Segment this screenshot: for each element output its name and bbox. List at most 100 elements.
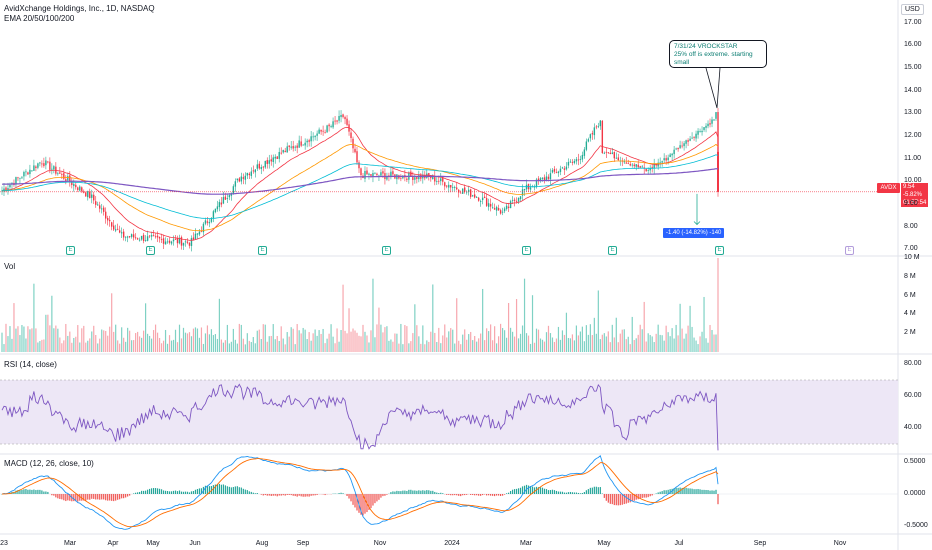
candle-body xyxy=(136,238,139,240)
volume-bar xyxy=(282,338,284,352)
candle-body xyxy=(43,163,45,167)
macd-histogram-bar xyxy=(240,487,242,494)
candle-body xyxy=(154,236,157,238)
volume-bar xyxy=(436,342,438,352)
candle-body xyxy=(35,166,37,169)
candle-body xyxy=(188,242,191,246)
x-axis-label: Mar xyxy=(519,540,533,547)
volume-bar xyxy=(254,343,256,352)
earnings-marker[interactable]: E xyxy=(522,246,531,255)
volume-bar xyxy=(59,337,61,352)
volume-bar xyxy=(306,339,308,352)
candle-body xyxy=(222,197,225,204)
macd-histogram-bar xyxy=(474,494,476,496)
macd-histogram-bar xyxy=(418,490,420,494)
macd-histogram-bar xyxy=(609,494,611,504)
macd-histogram-bar xyxy=(480,494,482,496)
macd-histogram-bar xyxy=(174,490,177,494)
earnings-marker[interactable]: E xyxy=(66,246,75,255)
macd-histogram-bar xyxy=(458,494,460,496)
rsi-pane-label: RSI (14, close) xyxy=(4,360,57,369)
volume-bar xyxy=(83,325,85,352)
candle-body xyxy=(515,201,518,202)
volume-bar xyxy=(557,326,560,352)
volume-bar xyxy=(691,326,693,352)
macd-histogram-bar xyxy=(156,488,159,494)
price-change: -5.82% xyxy=(903,192,923,198)
candle-body xyxy=(67,176,69,181)
volume-bar xyxy=(569,338,572,352)
volume-bar xyxy=(310,340,312,352)
macd-histogram-bar xyxy=(707,490,709,494)
macd-histogram-bar xyxy=(673,488,675,494)
candle-body xyxy=(59,172,61,174)
macd-histogram-bar xyxy=(569,491,572,494)
macd-histogram-bar xyxy=(246,490,248,494)
macd-histogram-bar xyxy=(398,491,400,494)
volume-bar xyxy=(587,334,589,352)
candle-body xyxy=(282,150,284,153)
currency-button[interactable]: USD xyxy=(901,4,924,15)
candle-body xyxy=(440,178,442,182)
volume-bar xyxy=(515,299,518,352)
earnings-marker[interactable]: E xyxy=(715,246,724,255)
candle-body xyxy=(581,154,584,160)
volume-bar xyxy=(661,335,663,352)
volume-bar xyxy=(196,328,199,352)
earnings-marker[interactable]: E xyxy=(258,246,267,255)
volume-bar xyxy=(366,335,368,352)
macd-histogram-bar xyxy=(45,491,47,494)
macd-histogram-bar xyxy=(282,494,284,496)
macd-histogram-bar xyxy=(81,494,83,501)
macd-histogram-bar xyxy=(583,492,585,494)
volume-bar xyxy=(123,337,125,352)
earnings-marker[interactable]: E xyxy=(845,246,854,255)
macd-histogram-bar xyxy=(575,492,577,494)
volume-bar xyxy=(448,331,450,352)
earnings-marker[interactable]: E xyxy=(608,246,617,255)
volume-bar xyxy=(663,340,665,352)
candle-body xyxy=(356,151,358,163)
volume-bar xyxy=(649,334,651,352)
candle-body xyxy=(330,126,332,128)
volume-bar xyxy=(579,331,581,352)
macd-histogram-bar xyxy=(214,484,217,494)
macd-histogram-bar xyxy=(362,494,364,516)
chart-title: AvidXchange Holdings, Inc., 1D, NASDAQ xyxy=(4,4,155,13)
earnings-marker[interactable]: E xyxy=(146,246,155,255)
candle-body xyxy=(667,157,669,161)
macd-histogram-bar xyxy=(338,493,340,494)
volume-bar xyxy=(577,335,579,352)
volume-bar xyxy=(629,344,631,352)
candle-body xyxy=(204,220,207,224)
volume-bar xyxy=(13,303,15,352)
candle-body xyxy=(464,187,466,192)
volume-bar xyxy=(5,323,7,352)
candle-body xyxy=(73,183,75,187)
macd-histogram-bar xyxy=(639,494,641,499)
volume-bar xyxy=(270,335,272,352)
macd-histogram-bar xyxy=(577,492,579,494)
volume-bar xyxy=(210,329,213,352)
macd-histogram-bar xyxy=(605,494,607,501)
volume-bar xyxy=(474,336,476,352)
macd-histogram-bar xyxy=(182,491,185,494)
annotation-callout[interactable]: 7/31/24 VROCKSTAR 25% off is extreme. st… xyxy=(669,40,767,68)
volume-bar xyxy=(113,331,115,352)
macd-histogram-bar xyxy=(35,490,37,494)
volume-bar xyxy=(573,340,576,352)
macd-histogram-bar xyxy=(651,494,653,496)
candle-body xyxy=(358,162,360,169)
macd-histogram-bar xyxy=(599,487,601,494)
volume-bar xyxy=(617,342,619,352)
volume-bar xyxy=(146,333,149,352)
volume-bar xyxy=(492,340,494,352)
candle-body xyxy=(607,152,610,154)
x-axis-label: Sep xyxy=(296,540,310,547)
candle-body xyxy=(521,189,524,196)
macd-histogram-bar xyxy=(196,489,199,494)
x-axis-label: Sep xyxy=(753,540,767,547)
earnings-marker[interactable]: E xyxy=(382,246,391,255)
candle-body xyxy=(416,176,418,179)
